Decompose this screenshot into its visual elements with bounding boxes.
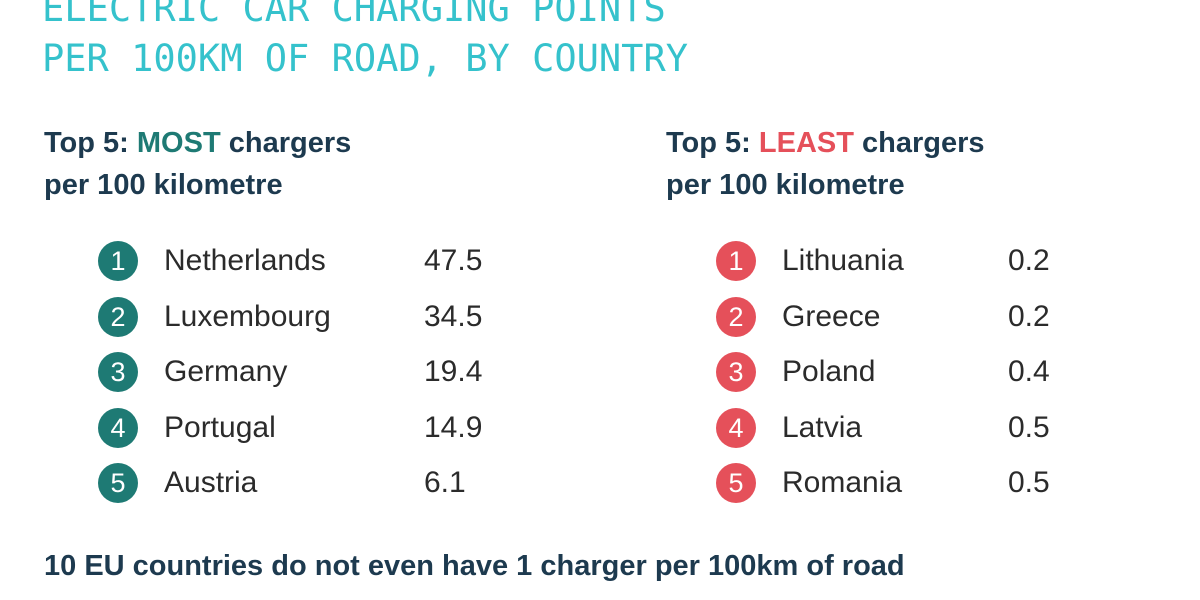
most-heading-prefix: Top 5:: [44, 127, 137, 159]
most-country: Netherlands: [164, 244, 326, 277]
least-row-2: 2 Greece 0.2: [716, 294, 1186, 340]
least-heading-suffix: chargers: [853, 127, 985, 159]
least-row-5: 5 Romania 0.5: [716, 460, 1186, 506]
most-value: 34.5: [424, 300, 483, 333]
most-rank-badge: 4: [98, 408, 138, 448]
most-heading: Top 5: MOST chargers per 100 kilometre: [44, 122, 351, 206]
least-heading-line2: per 100 kilometre: [666, 169, 905, 201]
least-country: Romania: [782, 466, 903, 499]
least-rank-badge: 3: [716, 352, 756, 392]
least-rank-badge: 4: [716, 408, 756, 448]
most-country: Luxembourg: [164, 300, 331, 333]
most-value: 19.4: [424, 355, 483, 388]
title-line-2: PER 100KM OF ROAD, BY COUNTRY: [42, 37, 689, 80]
most-row-3: 3 Germany 19.4: [98, 349, 568, 395]
least-country: Latvia: [782, 411, 863, 444]
least-row-4: 4 Latvia 0.5: [716, 405, 1186, 451]
least-value: 0.5: [1008, 411, 1050, 444]
least-value: 0.2: [1008, 244, 1050, 277]
least-rank-badge: 1: [716, 241, 756, 281]
least-country: Greece: [782, 300, 881, 333]
most-heading-suffix: chargers: [220, 127, 352, 159]
most-heading-accent: MOST: [136, 127, 221, 159]
most-value: 6.1: [424, 466, 466, 499]
most-rank-badge: 1: [98, 241, 138, 281]
most-value: 14.9: [424, 411, 483, 444]
least-value: 0.2: [1008, 300, 1050, 333]
least-value: 0.5: [1008, 466, 1050, 499]
most-row-2: 2 Luxembourg 34.5: [98, 294, 568, 340]
title-line-1: ELECTRIC CAR CHARGING POINTS: [42, 0, 666, 30]
least-heading: Top 5: LEAST chargers per 100 kilometre: [666, 122, 985, 206]
most-row-1: 1 Netherlands 47.5: [98, 238, 568, 284]
most-country: Austria: [164, 466, 258, 499]
most-row-4: 4 Portugal 14.9: [98, 405, 568, 451]
most-country: Germany: [164, 355, 288, 388]
least-row-3: 3 Poland 0.4: [716, 349, 1186, 395]
most-value: 47.5: [424, 244, 483, 277]
least-heading-accent: LEAST: [758, 127, 854, 159]
least-heading-prefix: Top 5:: [666, 127, 759, 159]
chart-title: ELECTRIC CAR CHARGING POINTS PER 100KM O…: [42, 0, 688, 84]
most-row-5: 5 Austria 6.1: [98, 460, 568, 506]
most-rank-badge: 3: [98, 352, 138, 392]
most-heading-line2: per 100 kilometre: [44, 169, 283, 201]
most-country: Portugal: [164, 411, 276, 444]
least-rank-badge: 2: [716, 297, 756, 337]
least-value: 0.4: [1008, 355, 1050, 388]
least-row-1: 1 Lithuania 0.2: [716, 238, 1186, 284]
most-rank-badge: 5: [98, 463, 138, 503]
least-country: Lithuania: [782, 244, 904, 277]
most-rank-badge: 2: [98, 297, 138, 337]
least-rank-badge: 5: [716, 463, 756, 503]
least-country: Poland: [782, 355, 876, 388]
footnote: 10 EU countries do not even have 1 charg…: [44, 550, 905, 582]
